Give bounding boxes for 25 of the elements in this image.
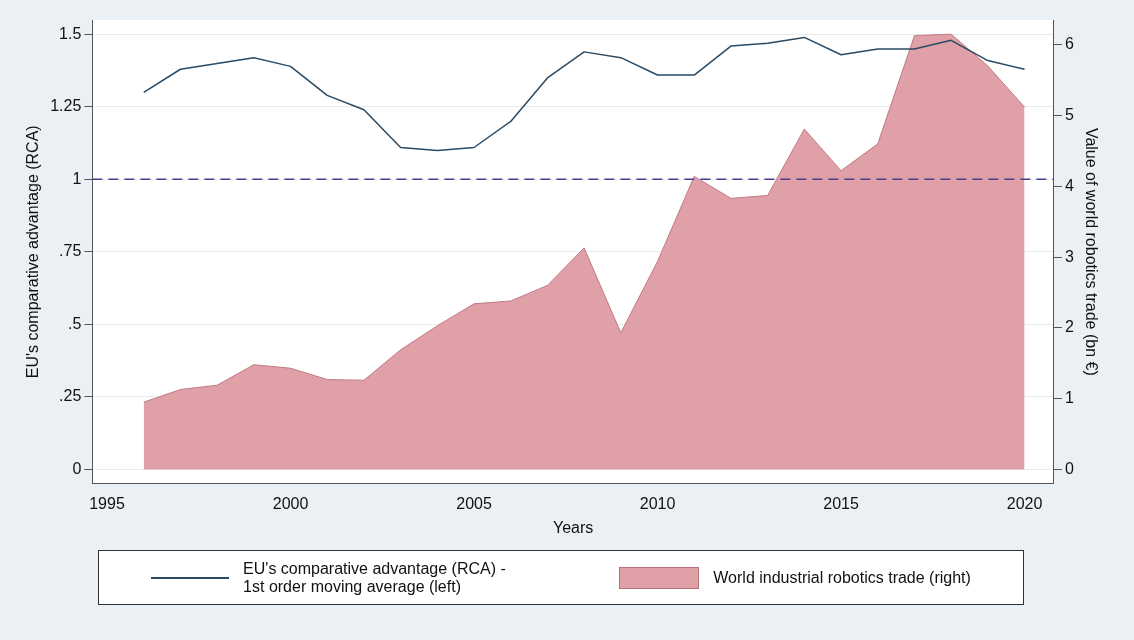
y-tick-label: .5 <box>68 314 82 332</box>
x-tick-label: 2010 <box>639 494 676 512</box>
y-tick-label: 1.25 <box>50 97 82 115</box>
y2-tick-label: 3 <box>1064 247 1074 265</box>
y2-tick-label: 2 <box>1064 318 1074 336</box>
x-tick-label: 2000 <box>272 494 309 512</box>
y-tick-label: 1 <box>72 169 82 187</box>
y2-tick-label: 6 <box>1064 35 1074 53</box>
y-tick-label: 0 <box>72 459 82 477</box>
y2-tick-label: 4 <box>1064 176 1074 194</box>
x-tick-label: 1995 <box>89 494 125 512</box>
x-axis-title: Years <box>552 518 594 536</box>
y2-tick-label: 5 <box>1064 105 1074 123</box>
legend-label: World industrial robotics trade (right) <box>713 568 971 587</box>
y-tick-label: 1.5 <box>59 24 82 42</box>
legend-label: EU's comparative advantage (RCA) - 1st order moving average (left) <box>243 559 507 596</box>
y-tick-label: .25 <box>59 387 82 405</box>
y2-tick-label: 1 <box>1064 389 1074 407</box>
x-tick-label: 2005 <box>456 494 492 512</box>
x-tick-label: 2020 <box>1006 494 1043 512</box>
y2-axis-title: Value of world robotics trade (bn €) <box>1082 127 1100 376</box>
x-tick-label: 2015 <box>823 494 859 512</box>
y2-tick-label: 0 <box>1064 459 1074 477</box>
y-tick-label: .75 <box>59 242 82 260</box>
y-axis-title: EU's comparative advantage (RCA) <box>24 125 42 379</box>
